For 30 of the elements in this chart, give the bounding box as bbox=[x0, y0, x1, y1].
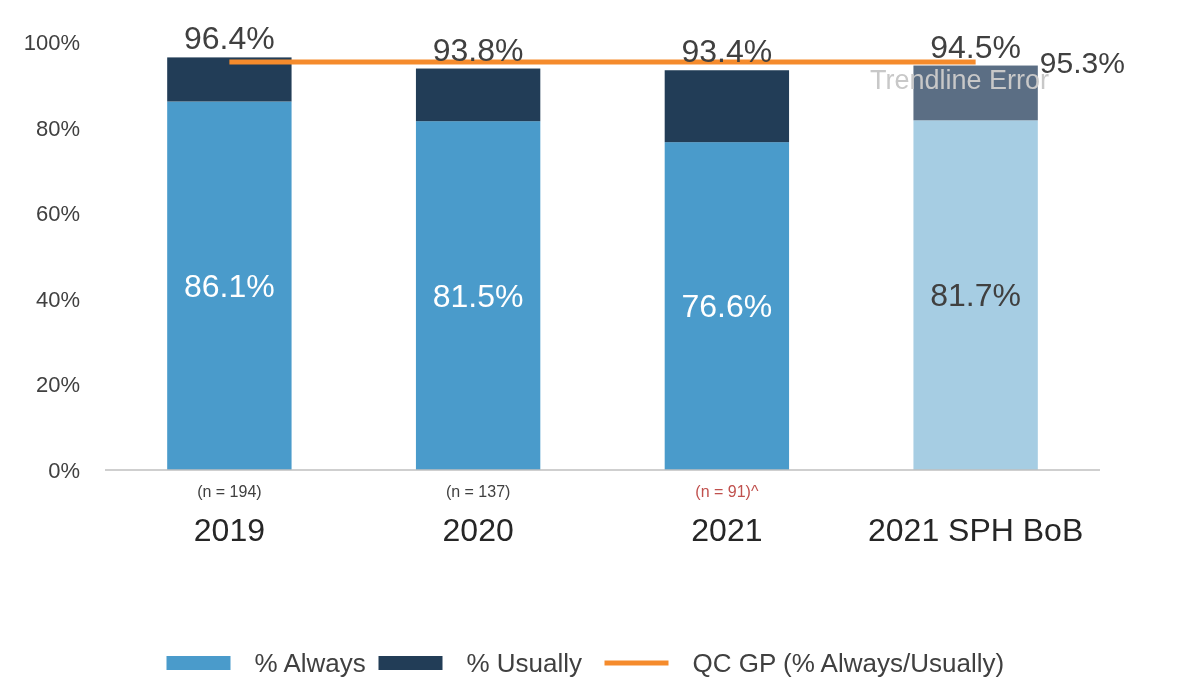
total-label: 94.5% bbox=[930, 28, 1021, 65]
x-tick-label: 2021 SPH BoB bbox=[868, 512, 1084, 548]
data-label: 81.7% bbox=[930, 277, 1021, 314]
y-tick-label: 80% bbox=[35, 115, 80, 141]
legend-label: QC GP (% Always/Usually) bbox=[692, 648, 1005, 678]
bar bbox=[913, 120, 1038, 470]
text: (n = 137) bbox=[445, 483, 511, 500]
y-tick-label: 20% bbox=[35, 372, 80, 398]
legend-label: % Usually bbox=[466, 648, 583, 678]
y-tick-label: 40% bbox=[35, 286, 80, 312]
bar bbox=[664, 70, 790, 143]
bar bbox=[167, 101, 292, 470]
data-label: 76.6% bbox=[681, 288, 773, 325]
bar bbox=[664, 142, 790, 470]
bar bbox=[415, 68, 541, 122]
y-tick-label: 100% bbox=[23, 30, 80, 55]
total-label: 93.8% bbox=[432, 31, 524, 68]
text: (n = 91)^ bbox=[695, 483, 759, 500]
text: (n = 194) bbox=[197, 483, 262, 500]
legend-label: % Always bbox=[254, 648, 366, 678]
data-label: 86.1% bbox=[184, 267, 275, 304]
data-label: 81.5% bbox=[432, 277, 524, 314]
total-label: 96.4% bbox=[184, 20, 275, 57]
x-tick-label: 2021 bbox=[691, 512, 763, 548]
x-tick-label: 2019 bbox=[193, 512, 265, 548]
x-tick-label: 2020 bbox=[442, 512, 514, 548]
bar bbox=[167, 57, 292, 102]
y-tick-label: 60% bbox=[35, 201, 80, 227]
bar bbox=[415, 121, 541, 470]
y-tick-label: 0% bbox=[48, 458, 80, 483]
